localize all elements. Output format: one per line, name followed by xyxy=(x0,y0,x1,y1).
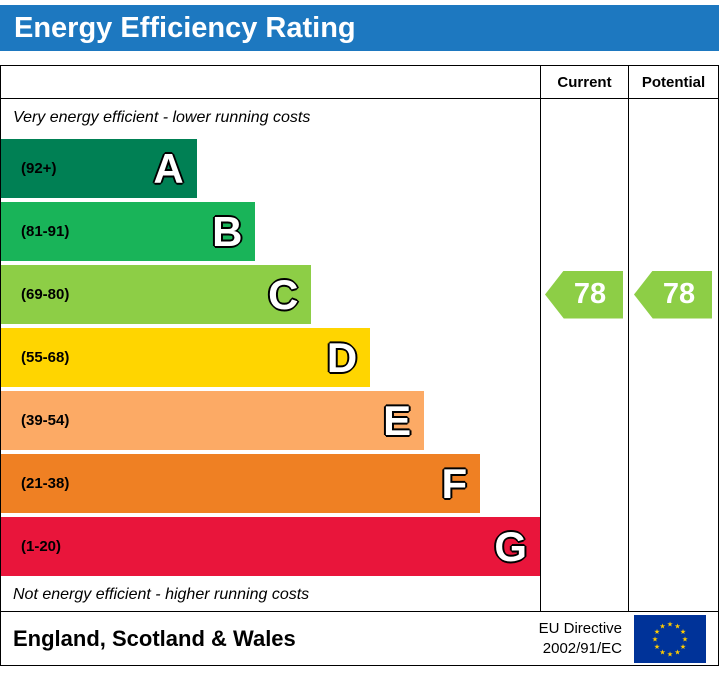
band-a-letter: A xyxy=(153,144,184,192)
band-row-e: (39-54) E xyxy=(1,389,540,452)
band-g-letter: G xyxy=(494,522,527,570)
band-e-bar: (39-54) E xyxy=(1,391,425,450)
band-row-d: (55-68) D xyxy=(1,326,540,389)
bottom-note: Not energy efficient - higher running co… xyxy=(13,585,310,603)
band-g-bar: (1-20) G xyxy=(1,517,540,576)
band-b-letter: B xyxy=(212,207,243,255)
current-column xyxy=(540,99,628,611)
band-row-f: (21-38) F xyxy=(1,452,540,515)
band-row-a: (92+) A xyxy=(1,137,540,200)
potential-rating-pointer: 78 xyxy=(628,263,718,326)
potential-rating-arrow: 78 xyxy=(634,270,712,319)
band-d-range: (55-68) xyxy=(21,349,70,366)
band-row-g: (1-20) G xyxy=(1,515,540,578)
band-a-range: (92+) xyxy=(21,160,57,177)
eu-directive-label: EU Directive 2002/91/EC xyxy=(539,619,622,658)
current-rating-arrow: 78 xyxy=(545,270,623,319)
svg-text:★: ★ xyxy=(680,643,686,651)
band-c-letter: C xyxy=(268,270,299,318)
band-e-letter: E xyxy=(383,396,412,444)
band-row-b: (81-91) B xyxy=(1,200,540,263)
header-current: Current xyxy=(540,66,628,99)
svg-text:★: ★ xyxy=(659,622,665,630)
band-row-c: (69-80) C xyxy=(1,263,540,326)
potential-rating-value: 78 xyxy=(662,278,696,310)
band-f-bar: (21-38) F xyxy=(1,454,481,513)
region-label: England, Scotland & Wales xyxy=(13,625,296,651)
current-rating-pointer: 78 xyxy=(540,263,628,326)
band-e-range: (39-54) xyxy=(21,412,70,429)
header-potential: Potential xyxy=(628,66,718,99)
svg-text:★: ★ xyxy=(674,622,680,630)
svg-text:★: ★ xyxy=(654,628,660,636)
band-a-bar: (92+) A xyxy=(1,139,197,198)
band-b-range: (81-91) xyxy=(21,223,70,240)
band-g-range: (1-20) xyxy=(21,538,62,555)
band-d-bar: (55-68) D xyxy=(1,328,371,387)
footer: England, Scotland & Wales EU Directive 2… xyxy=(0,611,719,666)
svg-text:★: ★ xyxy=(659,648,665,656)
header-spacer xyxy=(1,66,540,99)
band-b-bar: (81-91) B xyxy=(1,202,256,261)
band-f-letter: F xyxy=(441,459,468,507)
eu-directive-line1: EU Directive xyxy=(538,620,622,637)
svg-text:★: ★ xyxy=(652,635,658,643)
svg-text:★: ★ xyxy=(654,643,660,651)
energy-rating-chart: Current Potential Very energy efficient … xyxy=(0,65,719,612)
eu-flag-stars: ★ ★ ★ ★ ★ ★ ★ ★ ★ ★ ★ ★ xyxy=(652,620,688,658)
svg-text:★: ★ xyxy=(680,628,686,636)
band-c-range: (69-80) xyxy=(21,286,70,303)
svg-text:★: ★ xyxy=(667,650,673,658)
band-d-letter: D xyxy=(326,333,358,381)
eu-flag-icon: ★ ★ ★ ★ ★ ★ ★ ★ ★ ★ ★ ★ xyxy=(634,614,706,663)
svg-text:★: ★ xyxy=(667,620,673,628)
band-c-bar: (69-80) C xyxy=(1,265,312,324)
eu-flag-field xyxy=(634,614,706,663)
svg-text:★: ★ xyxy=(674,648,680,656)
svg-text:★: ★ xyxy=(682,635,688,643)
potential-column xyxy=(628,99,718,611)
band-f-range: (21-38) xyxy=(21,475,70,492)
page-title: Energy Efficiency Rating xyxy=(0,5,719,51)
eu-directive-line2: 2002/91/EC xyxy=(542,639,622,657)
top-note: Very energy efficient - lower running co… xyxy=(13,109,311,126)
current-rating-value: 78 xyxy=(573,278,607,310)
